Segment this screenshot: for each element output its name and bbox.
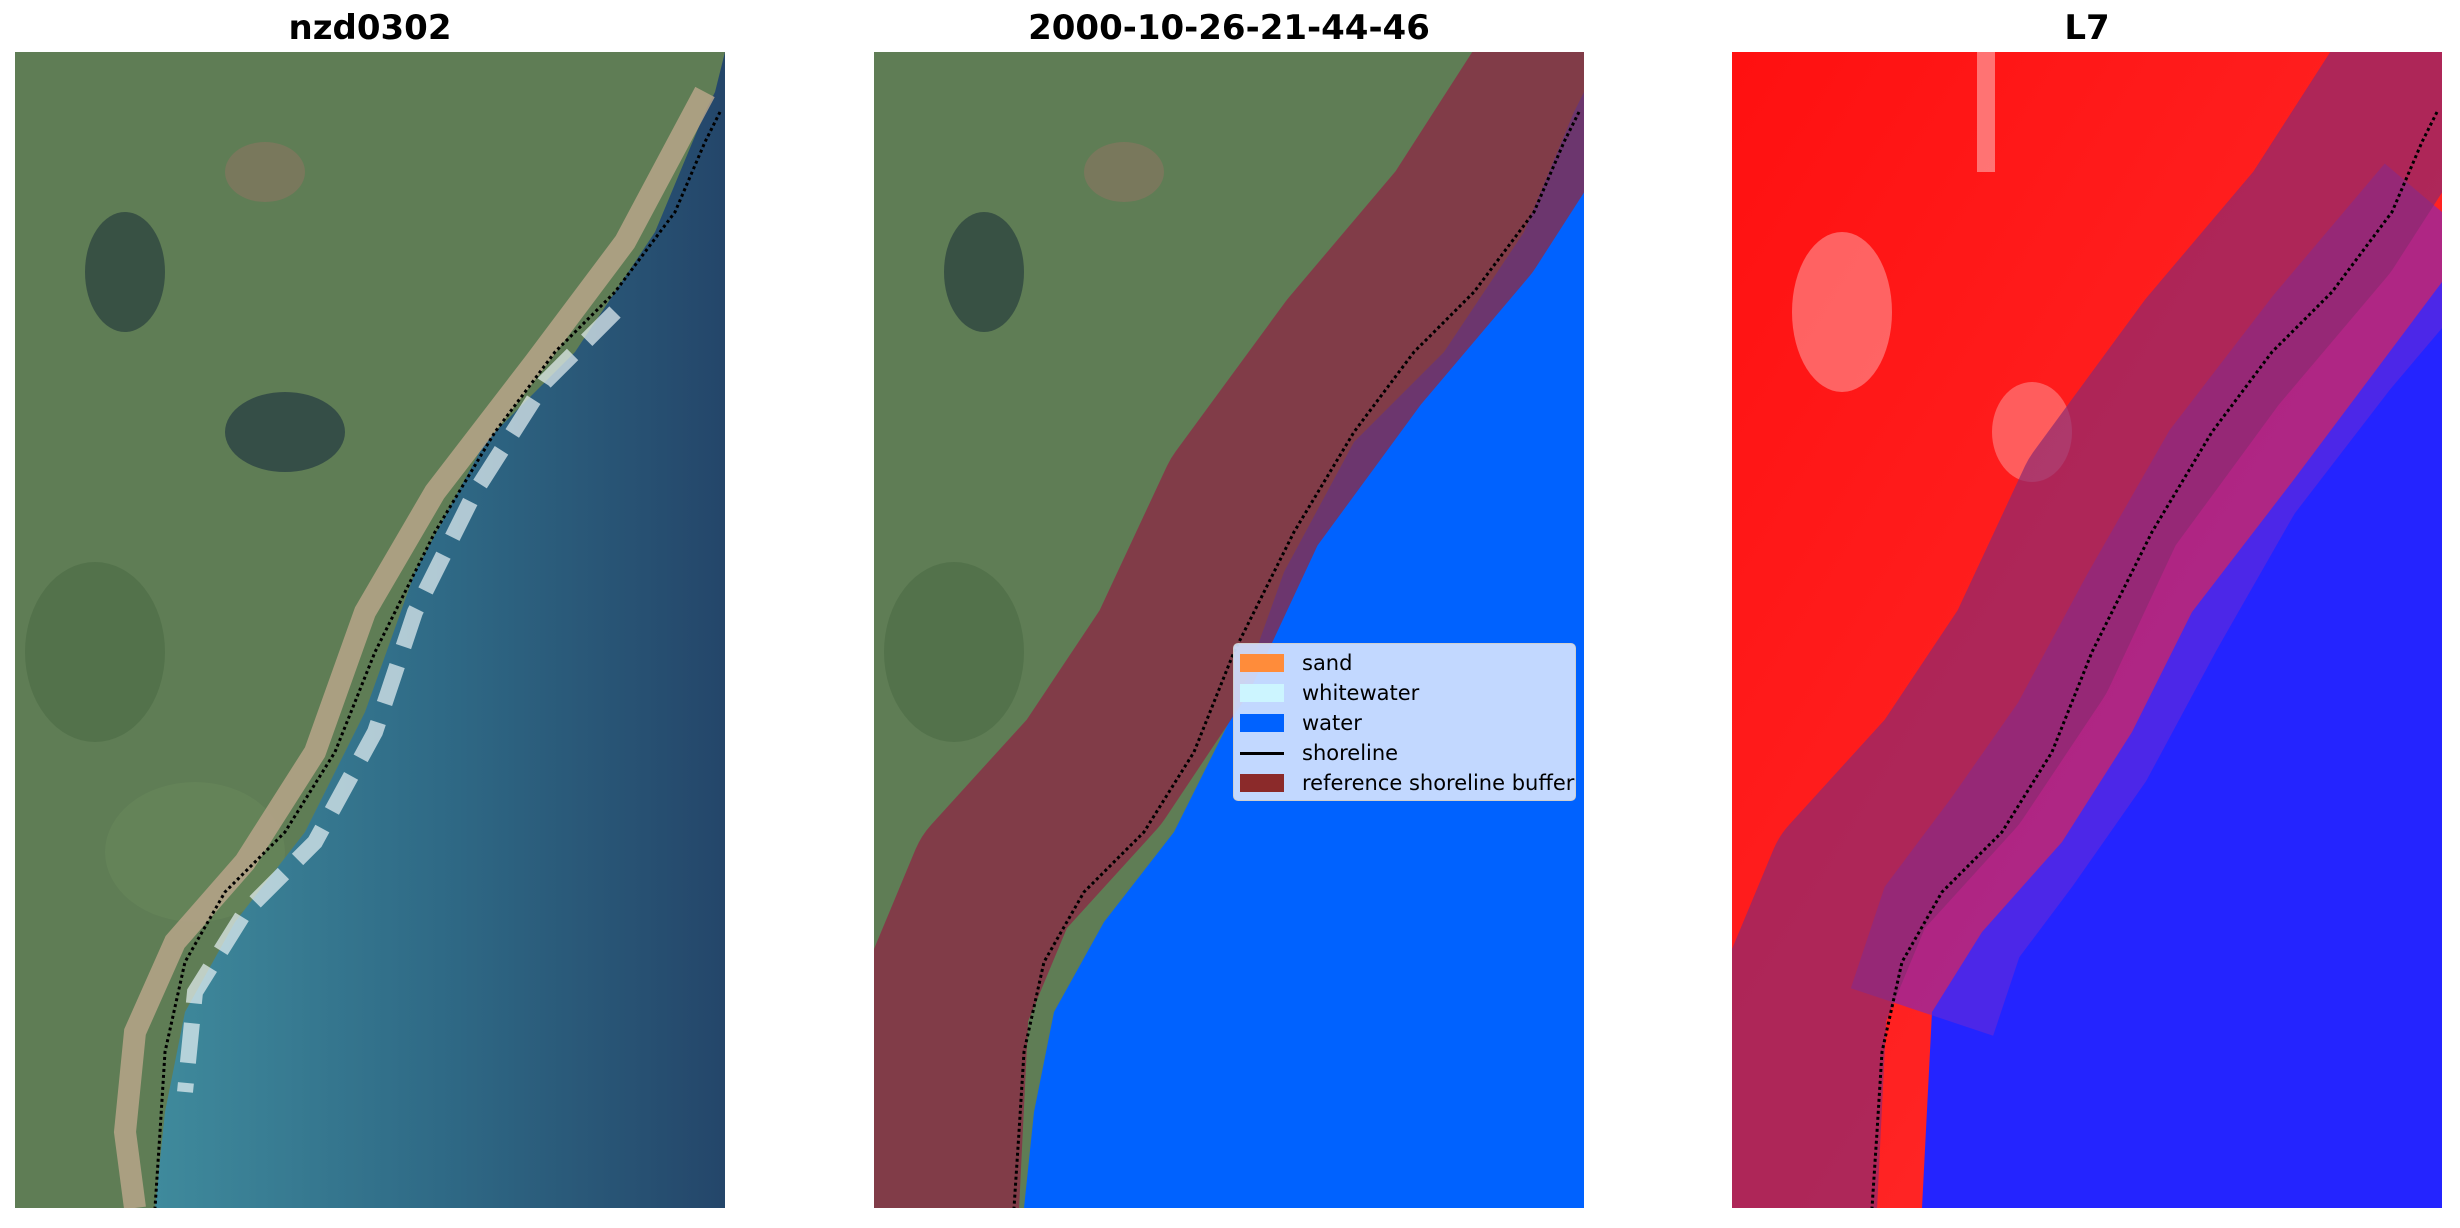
- legend-label: reference shoreline buffer: [1302, 771, 1575, 795]
- legend-item-water: water: [1240, 708, 1362, 738]
- legend-item-shoreline: shoreline: [1240, 738, 1398, 768]
- panel-title-l7: L7: [2064, 8, 2110, 48]
- legend-item-whitewater: whitewater: [1240, 678, 1419, 708]
- legend-swatch-buffer: [1240, 774, 1284, 792]
- legend-label: shoreline: [1302, 741, 1399, 765]
- legend-swatch-sand: [1240, 654, 1284, 672]
- legend-item-buffer: reference shoreline buffer: [1240, 768, 1574, 798]
- reference-buffer: [874, 52, 1584, 1208]
- legend-label: whitewater: [1302, 681, 1420, 705]
- legend-label: sand: [1302, 651, 1353, 675]
- satellite-image-rgb: [15, 52, 725, 1208]
- water-index: [1922, 282, 2442, 1208]
- legend-swatch-shoreline: [1240, 751, 1284, 755]
- panel-title-rgb: nzd0302: [288, 8, 452, 48]
- panel-title-classified: 2000-10-26-21-44-46: [1028, 8, 1430, 48]
- shoreline: [153, 111, 722, 1208]
- legend-label: water: [1302, 711, 1362, 735]
- satellite-image-l7: [1732, 52, 2442, 1208]
- pond: [85, 212, 165, 332]
- satellite-image-classified: [874, 52, 1584, 1208]
- legend: sand whitewater water shoreline referenc…: [1233, 643, 1576, 801]
- legend-swatch-water: [1240, 714, 1284, 732]
- legend-item-sand: sand: [1240, 648, 1352, 678]
- legend-swatch-whitewater: [1240, 684, 1284, 702]
